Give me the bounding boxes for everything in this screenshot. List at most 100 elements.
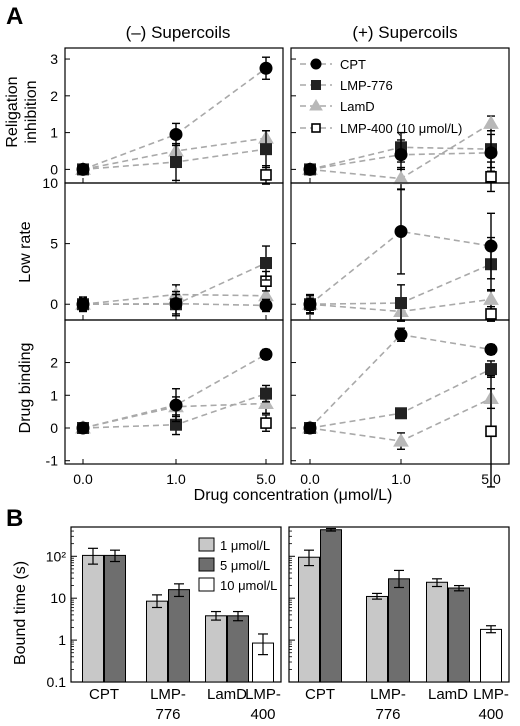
bar-lamd-1-mol-l bbox=[205, 615, 227, 683]
point-lmp-776 bbox=[260, 257, 272, 270]
category-label-cpt: CPT bbox=[89, 686, 119, 703]
legend-label-1-mol-l: 1 μmol/L bbox=[220, 538, 270, 553]
row-label-religation-2: inhibition bbox=[23, 80, 40, 143]
bar-lamd-1-mol-l bbox=[426, 581, 448, 683]
legend-swatch-1-mol-l bbox=[198, 537, 215, 552]
row-label-religation-1: Religation bbox=[4, 76, 21, 147]
category-label-lamd: LamD bbox=[428, 686, 468, 703]
point-cpt bbox=[259, 347, 273, 361]
point-lmp-400-10-mol-l bbox=[485, 308, 497, 320]
y-tick-label: 5 bbox=[50, 236, 58, 252]
point-cpt bbox=[169, 127, 183, 141]
subplot-frame bbox=[64, 319, 284, 465]
point-lmp-776 bbox=[170, 156, 182, 169]
point-lmp-400-10-mol-l bbox=[485, 425, 497, 438]
y-tick-label: 2 bbox=[50, 88, 58, 104]
category-label-lmp-400: 400 bbox=[478, 706, 503, 723]
category-label-lmp-776: LMP- bbox=[370, 686, 406, 703]
y-tick-label: 1 bbox=[58, 632, 66, 648]
bar-cpt-1-mol-l bbox=[298, 556, 320, 683]
y-tick-label: 1 bbox=[50, 125, 58, 141]
row-label-low-rate: Low rate bbox=[17, 221, 34, 282]
point-lmp-400-10-mol-l bbox=[260, 169, 272, 181]
legend-marker-lmp-776 bbox=[311, 80, 321, 90]
point-cpt bbox=[303, 162, 317, 176]
point-cpt bbox=[394, 328, 408, 342]
point-cpt bbox=[259, 298, 273, 312]
bar-cpt-5-mol-l bbox=[104, 554, 126, 683]
y-tick-label: 1 bbox=[50, 387, 58, 403]
point-cpt bbox=[169, 297, 183, 311]
subplot-frame bbox=[290, 47, 510, 184]
bar-cpt-5-mol-l bbox=[320, 529, 342, 683]
point-cpt bbox=[76, 421, 90, 435]
point-cpt bbox=[303, 421, 317, 435]
category-label-lmp-400: LMP- bbox=[245, 686, 281, 703]
bar-lmp-776-5-mol-l bbox=[388, 578, 410, 683]
point-cpt bbox=[76, 297, 90, 311]
point-cpt bbox=[394, 148, 408, 162]
y-tick-label: 2 bbox=[50, 355, 58, 371]
legend-label-cpt: CPT bbox=[340, 57, 366, 72]
column-title-negative: (–) Supercoils bbox=[126, 23, 231, 42]
point-cpt bbox=[484, 146, 498, 160]
legend-label-lmp-776: LMP-776 bbox=[340, 78, 393, 93]
category-label-lmp-776: LMP- bbox=[150, 686, 186, 703]
legend-panel-b: 1 μmol/L 5 μmol/L 10 μmol/L bbox=[198, 537, 277, 593]
panel-b-letter: B bbox=[6, 505, 23, 532]
point-lamd bbox=[483, 291, 499, 305]
y-tick-label: 0 bbox=[50, 296, 58, 312]
point-cpt bbox=[303, 297, 317, 311]
point-lmp-400-10-mol-l bbox=[485, 170, 497, 183]
point-lamd bbox=[393, 170, 409, 185]
y-tick-label: 10 bbox=[42, 175, 58, 191]
legend-swatch-10-mol-l bbox=[198, 577, 215, 592]
y-axis-title-b: Bound time (s) bbox=[12, 561, 29, 665]
point-lmp-400-10-mol-l bbox=[260, 417, 272, 429]
legend-label-5-mol-l: 5 μmol/L bbox=[220, 558, 270, 573]
y-tick-label: 10 bbox=[50, 590, 66, 606]
x-tick-label: 5.0 bbox=[256, 471, 276, 487]
subplot-low-rate-negative: 0 5 10 bbox=[42, 175, 284, 321]
category-label-lmp-400: 400 bbox=[250, 706, 275, 723]
legend-label-10-mol-l: 10 μmol/L bbox=[220, 578, 277, 593]
panel-a-letter: A bbox=[6, 3, 23, 30]
point-lmp-776 bbox=[395, 297, 407, 310]
subplot-frame bbox=[290, 319, 510, 465]
point-lmp-776 bbox=[485, 363, 497, 376]
point-cpt bbox=[259, 61, 273, 75]
y-tick-label: 0 bbox=[50, 420, 58, 436]
y-tick-label: 3 bbox=[50, 51, 58, 67]
category-label-lmp-400: LMP- bbox=[473, 686, 509, 703]
y-tick-label: 0.1 bbox=[47, 674, 67, 690]
category-label-cpt: CPT bbox=[305, 686, 335, 703]
bar-lamd-5-mol-l bbox=[448, 587, 470, 683]
column-title-positive: (+) Supercoils bbox=[352, 23, 457, 42]
bar-lmp-776-5-mol-l bbox=[168, 589, 190, 683]
bar-lmp-776-1-mol-l bbox=[146, 600, 168, 683]
legend-panel-a: CPT LMP-776 LamD LMP-400 (10 μmol/L) bbox=[300, 57, 462, 136]
point-lamd bbox=[483, 115, 499, 129]
legend-marker-cpt bbox=[310, 58, 322, 70]
point-cpt bbox=[169, 398, 183, 412]
x-axis-title: Drug concentration (μmol/L) bbox=[194, 487, 393, 504]
x-tick-label: 1.0 bbox=[166, 471, 186, 487]
point-cpt bbox=[76, 162, 90, 176]
point-lmp-776 bbox=[395, 407, 407, 420]
legend-label-lmp-400-10-mol-l: LMP-400 (10 μmol/L) bbox=[340, 121, 462, 136]
category-label-lmp-776: 776 bbox=[375, 706, 400, 723]
bar-chart-positive: CPT LMP- 776 LamD LMP- 400 bbox=[288, 526, 510, 723]
subplot-low-rate-positive bbox=[290, 182, 510, 322]
subplot-drug-binding-negative: -1 0 1 2 0.0 1.0 5.0 bbox=[46, 319, 284, 487]
bar-lmp-776-1-mol-l bbox=[366, 595, 388, 683]
y-tick-label: 0 bbox=[50, 161, 58, 177]
point-lmp-776 bbox=[260, 387, 272, 400]
bar-lmp-400-10-mol-l bbox=[480, 628, 502, 683]
legend-label-lamd: LamD bbox=[340, 99, 375, 114]
x-tick-label: 0.0 bbox=[73, 471, 93, 487]
subplot-religation-inhibition-positive bbox=[290, 47, 510, 193]
point-cpt bbox=[484, 239, 498, 253]
legend-marker-lamd bbox=[309, 99, 323, 111]
